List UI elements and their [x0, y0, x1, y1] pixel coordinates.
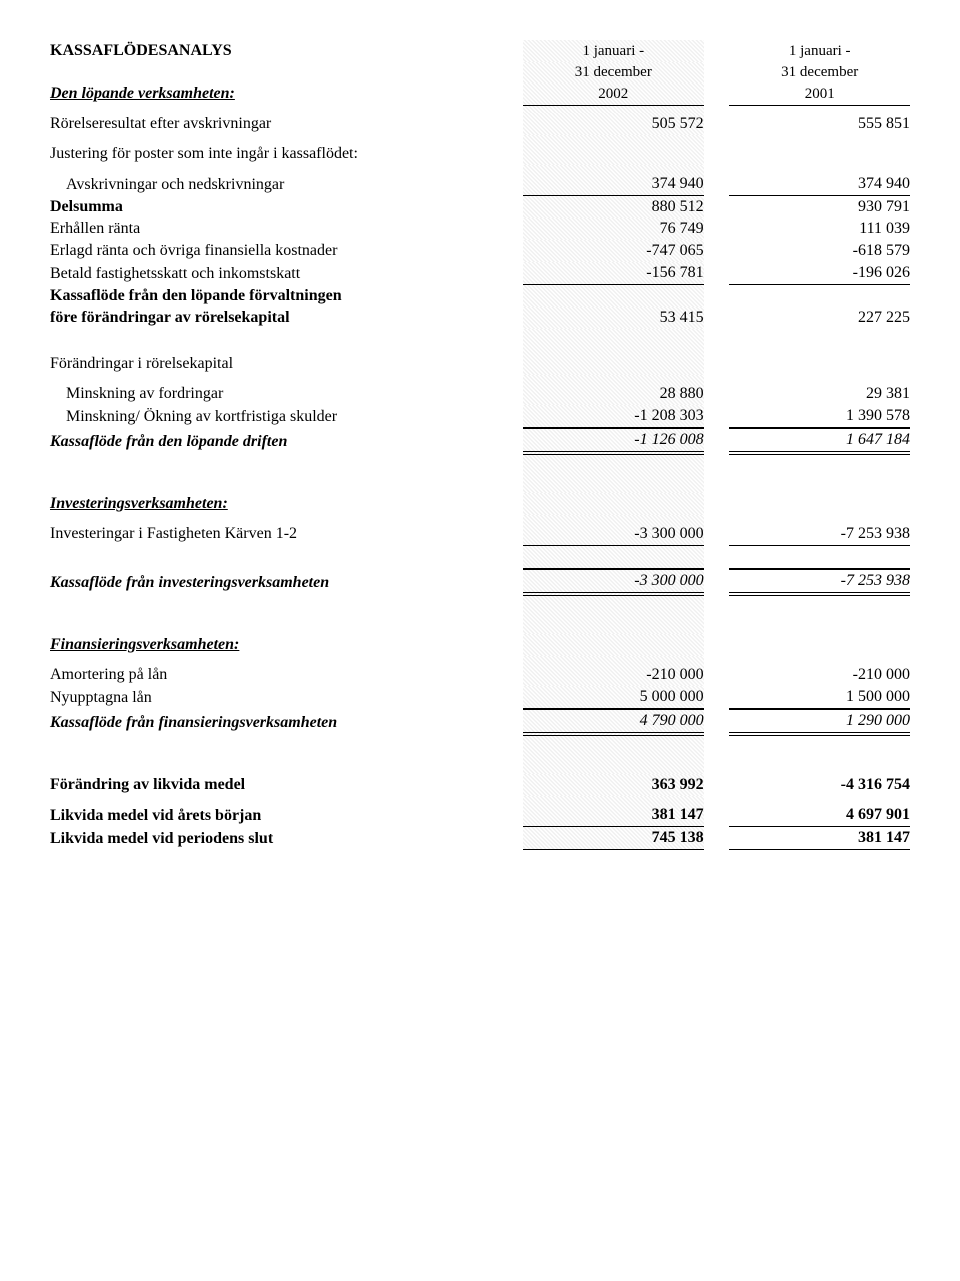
row-nyupp: Nyupptagna lån 5 000 000 1 500 000: [50, 686, 910, 709]
row-justering: Justering för poster som inte ingår i ka…: [50, 143, 910, 165]
row-kassa-forv-l2: före förändringar av rörelsekapital 53 4…: [50, 307, 910, 329]
row-slut: Likvida medel vid periodens slut 745 138…: [50, 827, 910, 850]
row-kassa-inv: Kassaflöde från investeringsverksamheten…: [50, 569, 910, 594]
kassa-forv-l2: före förändringar av rörelsekapital: [50, 307, 523, 329]
forandr-v1: 363 992: [523, 774, 704, 796]
header-row: KASSAFLÖDESANALYS 1 januari - 1 januari …: [50, 40, 910, 62]
minsk-kort-v1: -1 208 303: [523, 405, 704, 428]
minsk-kort-v2: 1 390 578: [729, 405, 910, 428]
header-col2-l1: 1 januari -: [729, 40, 910, 62]
cashflow-table: KASSAFLÖDESANALYS 1 januari - 1 januari …: [50, 40, 910, 850]
borjan-v1: 381 147: [523, 804, 704, 827]
erhallen-v2: 111 039: [729, 218, 910, 240]
row-inv-fast: Investeringar i Fastigheten Kärven 1-2 -…: [50, 523, 910, 546]
row-minsk-kort: Minskning/ Ökning av kortfristiga skulde…: [50, 405, 910, 428]
workingcap-heading: Förändringar i rörelsekapital: [50, 353, 523, 375]
inv-fast-v2: -7 253 938: [729, 523, 910, 546]
avskr-v1: 374 940: [523, 173, 704, 196]
row-avskr: Avskrivningar och nedskrivningar 374 940…: [50, 173, 910, 196]
header-col1-l2: 31 december: [523, 62, 704, 83]
kassa-forv-v1: 53 415: [523, 307, 704, 329]
minsk-fordr-v2: 29 381: [729, 383, 910, 405]
erlagd-v1: -747 065: [523, 240, 704, 262]
erhallen-label: Erhållen ränta: [50, 218, 523, 240]
slut-v1: 745 138: [523, 827, 704, 850]
row-amort: Amortering på lån -210 000 -210 000: [50, 664, 910, 686]
delsumma-label: Delsumma: [50, 196, 523, 219]
borjan-label: Likvida medel vid årets början: [50, 804, 523, 827]
justering-label: Justering för poster som inte ingår i ka…: [50, 143, 523, 165]
financing-heading-row: Finansieringsverksamheten:: [50, 634, 910, 656]
kassa-inv-label: Kassaflöde från investeringsverksamheten: [50, 569, 523, 594]
kassa-forv-l1: Kassaflöde från den löpande förvaltninge…: [50, 285, 523, 307]
row-erhallen: Erhållen ränta 76 749 111 039: [50, 218, 910, 240]
betald-v1: -156 781: [523, 262, 704, 285]
kassa-fin-label: Kassaflöde från finansieringsverksamhete…: [50, 709, 523, 734]
nyupp-v1: 5 000 000: [523, 686, 704, 709]
row-kassa-fin: Kassaflöde från finansieringsverksamhete…: [50, 709, 910, 734]
minsk-fordr-v1: 28 880: [523, 383, 704, 405]
kassa-inv-v2: -7 253 938: [729, 569, 910, 594]
kassa-fin-v1: 4 790 000: [523, 709, 704, 734]
investing-heading-row: Investeringsverksamheten:: [50, 493, 910, 515]
betald-label: Betald fastighetsskatt och inkomstskatt: [50, 262, 523, 285]
header-col2-l3: 2001: [729, 83, 910, 105]
header-col1-l1: 1 januari -: [523, 40, 704, 62]
kassa-fin-v2: 1 290 000: [729, 709, 910, 734]
row-rorelse: Rörelseresultat efter avskrivningar 505 …: [50, 113, 910, 135]
page-title: KASSAFLÖDESANALYS: [50, 40, 523, 62]
row-kassa-drift: Kassaflöde från den löpande driften -1 1…: [50, 428, 910, 453]
erhallen-v1: 76 749: [523, 218, 704, 240]
kassa-drift-label: Kassaflöde från den löpande driften: [50, 428, 523, 453]
header-row-3: Den löpande verksamheten: 2002 2001: [50, 83, 910, 105]
nyupp-label: Nyupptagna lån: [50, 686, 523, 709]
row-minsk-fordr: Minskning av fordringar 28 880 29 381: [50, 383, 910, 405]
header-col1-l3: 2002: [523, 83, 704, 105]
row-delsumma: Delsumma 880 512 930 791: [50, 196, 910, 219]
avskr-label: Avskrivningar och nedskrivningar: [50, 173, 523, 196]
erlagd-v2: -618 579: [729, 240, 910, 262]
delsumma-v2: 930 791: [729, 196, 910, 219]
erlagd-label: Erlagd ränta och övriga finansiella kost…: [50, 240, 523, 262]
kassa-drift-v2: 1 647 184: [729, 428, 910, 453]
rorelse-label: Rörelseresultat efter avskrivningar: [50, 113, 523, 135]
borjan-v2: 4 697 901: [729, 804, 910, 827]
inv-fast-v1: -3 300 000: [523, 523, 704, 546]
workingcap-heading-row: Förändringar i rörelsekapital: [50, 353, 910, 375]
betald-v2: -196 026: [729, 262, 910, 285]
header-row-2: 31 december 31 december: [50, 62, 910, 83]
row-kassa-forv-l1: Kassaflöde från den löpande förvaltninge…: [50, 285, 910, 307]
amort-v1: -210 000: [523, 664, 704, 686]
forandr-v2: -4 316 754: [729, 774, 910, 796]
inv-fast-label: Investeringar i Fastigheten Kärven 1-2: [50, 523, 523, 546]
amort-label: Amortering på lån: [50, 664, 523, 686]
slut-v2: 381 147: [729, 827, 910, 850]
nyupp-v2: 1 500 000: [729, 686, 910, 709]
row-forandr: Förändring av likvida medel 363 992 -4 3…: [50, 774, 910, 796]
slut-label: Likvida medel vid periodens slut: [50, 827, 523, 850]
header-col2-l2: 31 december: [729, 62, 910, 83]
operating-heading: Den löpande verksamheten:: [50, 83, 523, 105]
row-betald: Betald fastighetsskatt och inkomstskatt …: [50, 262, 910, 285]
investing-heading: Investeringsverksamheten:: [50, 493, 523, 515]
rorelse-v2: 555 851: [729, 113, 910, 135]
delsumma-v1: 880 512: [523, 196, 704, 219]
row-borjan: Likvida medel vid årets början 381 147 4…: [50, 804, 910, 827]
row-erlagd: Erlagd ränta och övriga finansiella kost…: [50, 240, 910, 262]
amort-v2: -210 000: [729, 664, 910, 686]
minsk-fordr-label: Minskning av fordringar: [50, 383, 523, 405]
rorelse-v1: 505 572: [523, 113, 704, 135]
financing-heading: Finansieringsverksamheten:: [50, 634, 523, 656]
kassa-forv-v2: 227 225: [729, 307, 910, 329]
kassa-drift-v1: -1 126 008: [523, 428, 704, 453]
kassa-inv-v1: -3 300 000: [523, 569, 704, 594]
minsk-kort-label: Minskning/ Ökning av kortfristiga skulde…: [50, 405, 523, 428]
avskr-v2: 374 940: [729, 173, 910, 196]
forandr-label: Förändring av likvida medel: [50, 774, 523, 796]
